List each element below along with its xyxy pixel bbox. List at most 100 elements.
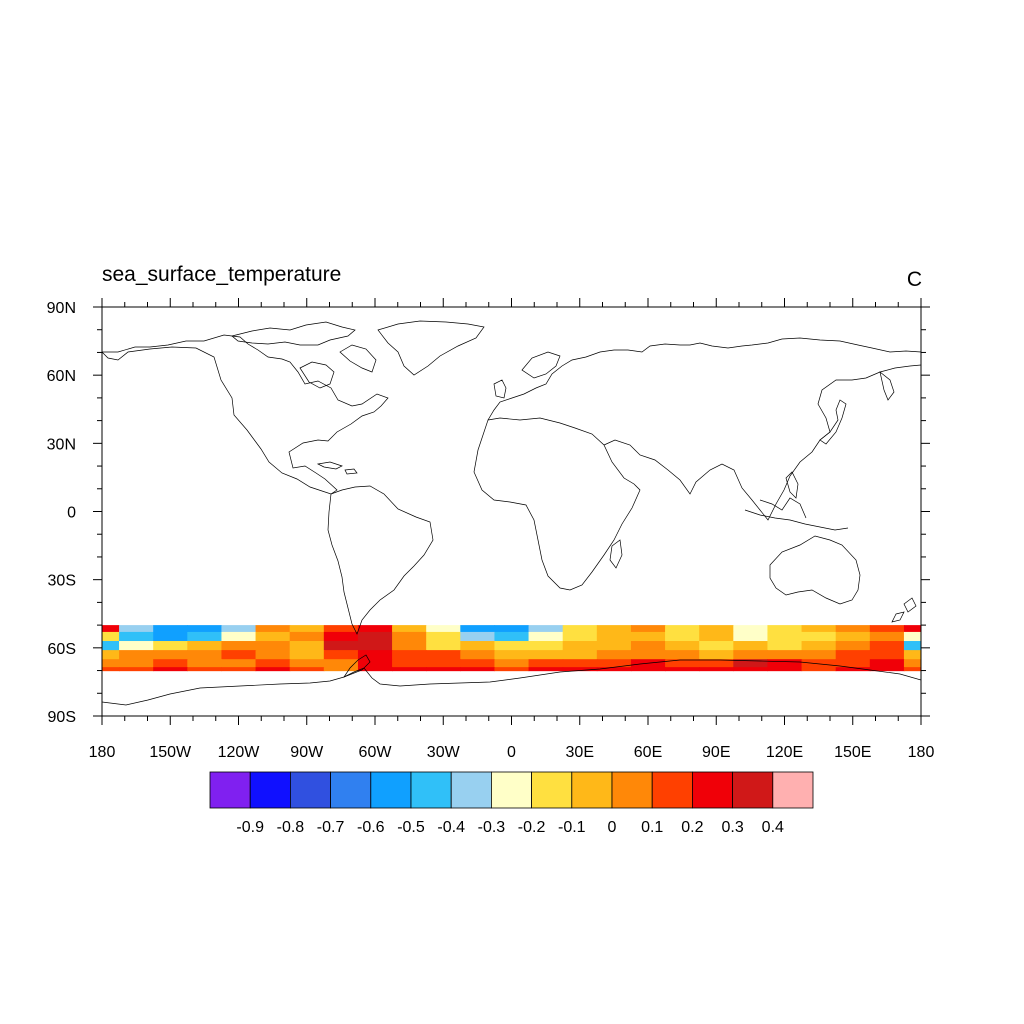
sst-cell xyxy=(801,641,837,651)
colorbar-swatch xyxy=(289,771,331,809)
coast-kamchatka xyxy=(879,371,895,401)
sst-cell xyxy=(460,631,496,642)
lat-tick-label: 0 xyxy=(67,505,76,522)
sst-cell xyxy=(102,659,120,668)
lat-tick-label: 90N xyxy=(47,300,76,317)
sst-cell xyxy=(801,625,837,633)
sst-cell xyxy=(699,650,734,660)
sst-cell xyxy=(187,650,223,660)
coast-australia xyxy=(769,535,861,605)
coast-antarctic-peninsula xyxy=(343,654,371,678)
coast-madagascar xyxy=(609,539,623,569)
lat-tick-label: 30N xyxy=(47,436,76,453)
coast-africa xyxy=(473,417,641,591)
lon-tick-label: 120E xyxy=(766,744,803,761)
colorbar-label: 0.4 xyxy=(762,819,784,836)
sst-cell xyxy=(119,641,154,651)
sst-cell xyxy=(869,650,905,660)
coast-uk xyxy=(493,379,507,399)
colorbar-swatch xyxy=(651,771,693,809)
sst-cell xyxy=(102,631,120,642)
sst-cell xyxy=(289,659,325,668)
sst-cell xyxy=(426,641,461,651)
lon-tick-label: 60W xyxy=(359,744,393,761)
sst-cell xyxy=(392,659,427,668)
sst-cell xyxy=(119,631,154,642)
sst-cell xyxy=(835,631,871,642)
coast-baffin xyxy=(339,344,377,373)
colorbar-swatch xyxy=(732,771,774,809)
sst-cell xyxy=(221,667,257,672)
sst-cell xyxy=(392,625,427,633)
coast-hudson xyxy=(299,361,335,389)
sst-cell xyxy=(801,631,837,642)
sst-cell xyxy=(903,659,921,668)
sst-cell xyxy=(630,667,666,672)
sst-cell xyxy=(835,625,871,633)
colorbar-label: -0.3 xyxy=(478,819,506,836)
sst-cell xyxy=(460,667,496,672)
coast-arctic-islands xyxy=(231,321,356,346)
coastlines xyxy=(102,320,921,706)
latitude-tick-labels: 90N 60N 30N 0 30S 60S 90S xyxy=(47,300,76,726)
colorbar-swatch xyxy=(692,771,734,809)
lon-tick-label: 30W xyxy=(427,744,461,761)
sst-cell xyxy=(289,625,325,633)
sst-cell xyxy=(323,650,359,660)
sst-cell xyxy=(221,641,257,651)
sst-cell xyxy=(323,659,359,668)
lat-tick-label: 60S xyxy=(48,641,76,658)
sst-cell xyxy=(596,641,632,651)
sst-cell xyxy=(562,659,598,668)
sst-cell xyxy=(392,631,427,642)
sst-cell xyxy=(460,659,496,668)
sst-cell xyxy=(528,667,564,672)
lat-tick-label: 90S xyxy=(48,709,76,726)
colorbar-swatch xyxy=(330,771,372,809)
lat-tick-label: 30S xyxy=(48,573,76,590)
sst-cell xyxy=(187,625,223,633)
sst-cell xyxy=(699,667,734,672)
sst-cell xyxy=(903,650,921,660)
sst-cell xyxy=(426,667,461,672)
sst-cell xyxy=(255,667,291,672)
colorbar-label: 0.1 xyxy=(641,819,663,836)
lon-tick-label: 180 xyxy=(89,744,116,761)
sst-cell xyxy=(801,659,837,668)
sst-cell xyxy=(665,625,700,633)
sst-cell xyxy=(665,641,700,651)
colorbar-boxes xyxy=(209,771,814,809)
sst-cell xyxy=(630,625,666,633)
sst-cell xyxy=(733,650,769,660)
sst-cell xyxy=(699,659,734,668)
sst-cell xyxy=(102,667,120,672)
colorbar-swatch xyxy=(370,771,412,809)
colorbar-label: -0.4 xyxy=(437,819,465,836)
sst-cell xyxy=(255,625,291,633)
coast-asia xyxy=(603,364,921,521)
sst-cell xyxy=(187,659,223,668)
colorbar-label: 0.2 xyxy=(681,819,703,836)
sst-cell xyxy=(119,650,154,660)
sst-cell xyxy=(528,631,564,642)
sst-cell xyxy=(494,625,530,633)
sst-cell xyxy=(460,650,496,660)
sst-cell xyxy=(801,650,837,660)
sst-cell xyxy=(357,641,393,651)
lon-tick-label: 180 xyxy=(908,744,935,761)
sst-cell xyxy=(357,659,393,668)
sst-cell xyxy=(426,631,461,642)
sst-cell xyxy=(102,625,120,633)
sst-cell xyxy=(562,650,598,660)
colorbar-label: -0.5 xyxy=(397,819,425,836)
coast-philippines xyxy=(785,471,799,499)
sst-cell xyxy=(255,641,291,651)
sst-cell xyxy=(665,631,700,642)
sst-cell xyxy=(153,667,188,672)
sst-cell xyxy=(255,631,291,642)
sst-cell xyxy=(528,625,564,633)
sst-cell xyxy=(767,631,803,642)
sst-cell xyxy=(630,641,666,651)
colorbar-swatch xyxy=(571,771,613,809)
sst-cell xyxy=(255,659,291,668)
